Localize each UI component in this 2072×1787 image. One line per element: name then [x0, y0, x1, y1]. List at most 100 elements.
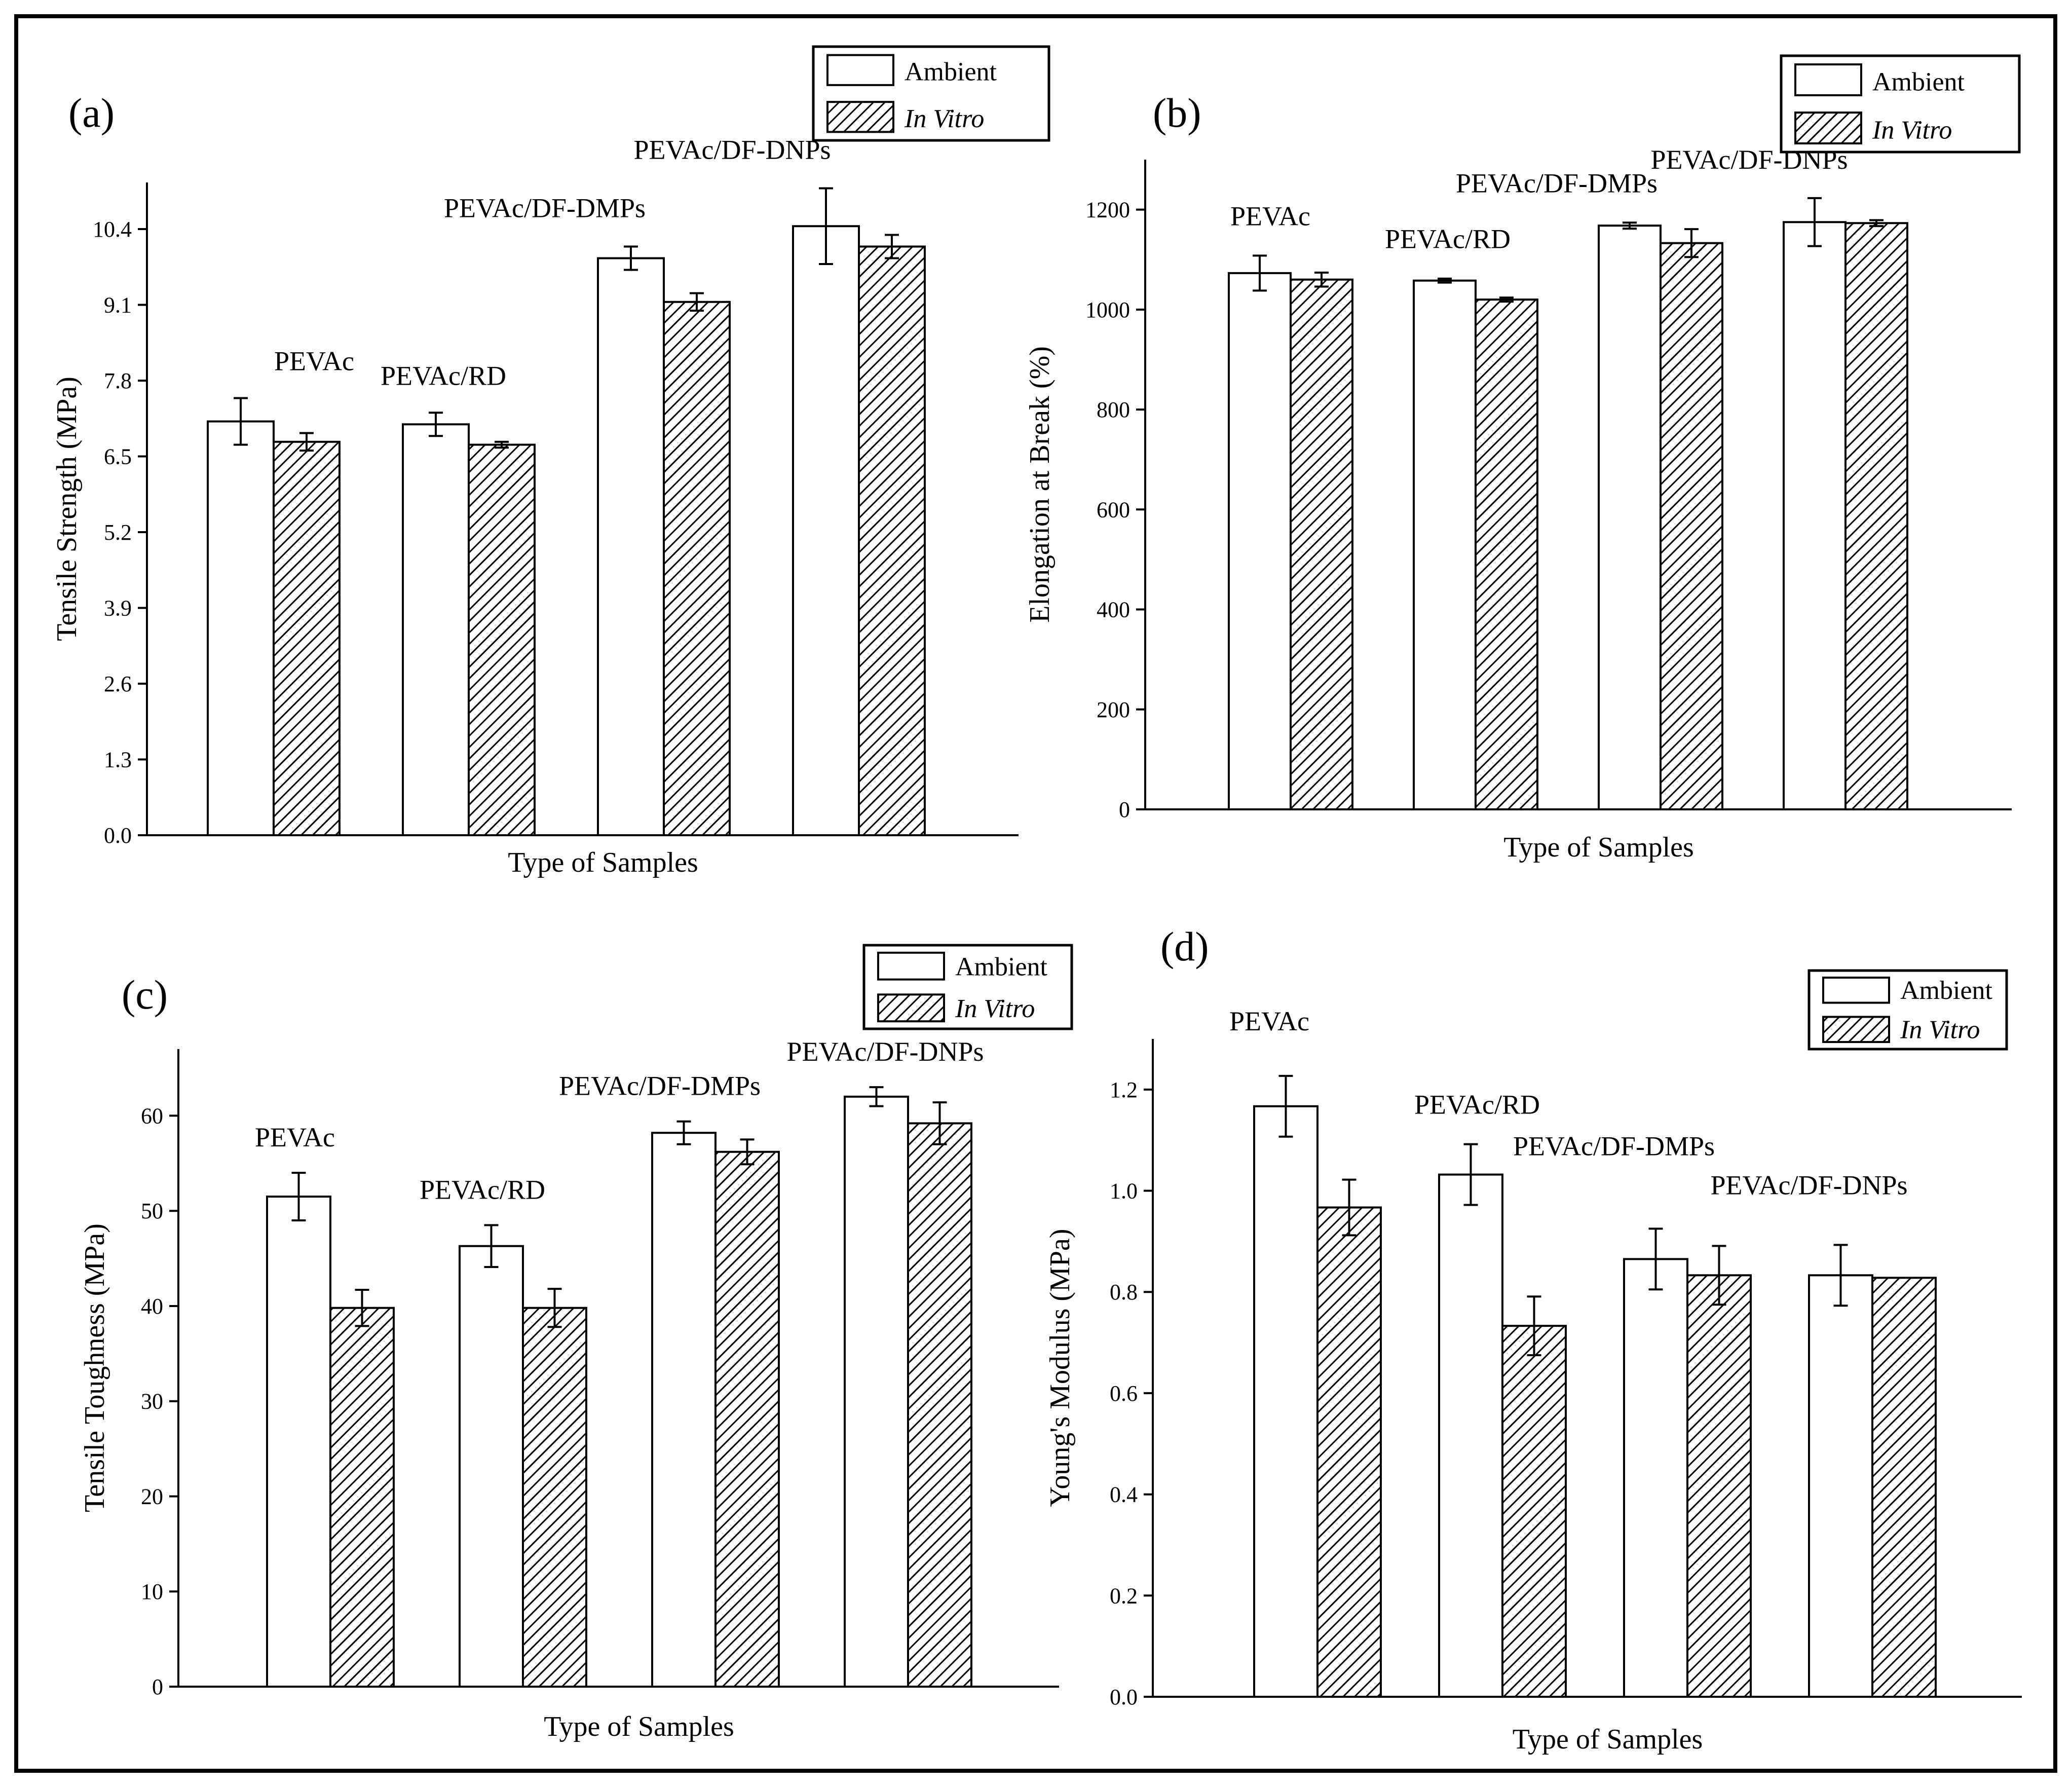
legend-label-in-vitro: In Vitro: [1872, 116, 1952, 144]
y-tick-label: 2.6: [104, 672, 132, 696]
category-label: PEVAc/DF-DMPs: [559, 1071, 761, 1101]
y-tick-label: 1200: [1085, 198, 1130, 222]
x-axis-title: Type of Samples: [508, 847, 698, 878]
y-tick-label: 3.9: [104, 596, 132, 621]
y-axis-title: Young's Modulus (MPa): [1044, 1229, 1076, 1507]
y-tick-label: 60: [141, 1103, 163, 1128]
y-tick-label: 10: [141, 1579, 163, 1604]
legend-label-ambient: Ambient: [905, 58, 997, 87]
bar-in-vitro: [858, 245, 926, 836]
x-axis-title: Type of Samples: [544, 1711, 734, 1742]
y-tick-label: 600: [1097, 497, 1130, 522]
bar-in-vitro: [1686, 1274, 1752, 1698]
y-tick-label: 1.3: [104, 748, 132, 772]
legend-swatch-ambient: [1794, 63, 1862, 96]
bar-in-vitro: [663, 301, 731, 836]
bar-in-vitro: [714, 1150, 780, 1688]
bar-ambient: [1598, 225, 1662, 810]
y-axis-title: Tensile Strength (MPa): [51, 377, 83, 641]
y-tick-label: 1.0: [1110, 1179, 1138, 1204]
legend-label-in-vitro: In Vitro: [904, 104, 984, 133]
bar-ambient: [844, 1095, 909, 1688]
y-tick-label: 7.8: [104, 368, 132, 393]
bar-ambient: [597, 257, 665, 836]
y-tick-label: 30: [141, 1389, 163, 1414]
legend-swatch-ambient: [877, 951, 945, 981]
category-label: PEVAc/RD: [381, 360, 506, 391]
bar-in-vitro: [273, 440, 341, 836]
category-label: PEVAc: [1230, 201, 1310, 231]
category-label: PEVAc/DF-DNPs: [786, 1036, 984, 1067]
y-tick-label: 0.0: [104, 823, 132, 848]
legend-label-in-vitro: In Vitro: [1900, 1015, 1980, 1044]
category-label: PEVAc/RD: [420, 1174, 545, 1205]
legend-label-in-vitro: In Vitro: [955, 994, 1035, 1023]
bar-in-vitro: [468, 443, 536, 836]
bar-ambient: [792, 225, 860, 836]
y-tick-label: 20: [141, 1484, 163, 1509]
bar-ambient: [1253, 1105, 1318, 1698]
panel-label: (b): [1153, 90, 1201, 136]
y-tick-label: 10.4: [93, 217, 132, 242]
y-tick-label: 1000: [1085, 297, 1130, 322]
bar-in-vitro: [522, 1307, 587, 1688]
bar-ambient: [651, 1132, 717, 1688]
chart-panel-3: (c) 0 10 20 30 40 50 60 Tensile Toughness (MPa) T…: [79, 944, 1073, 1742]
chart-panel-4: (d) 0.0 0.2 0.4 0.6 0.8 1.0 1.2 Young's Modulus …: [1044, 923, 2022, 1755]
bar-in-vitro: [1871, 1277, 1937, 1698]
y-tick-label: 400: [1097, 598, 1130, 622]
y-axis-title: Elongation at Break (%): [1024, 346, 1056, 623]
legend-label-ambient: Ambient: [1900, 976, 1993, 1005]
legend-swatch-ambient: [826, 54, 894, 86]
y-tick-label: 800: [1097, 397, 1130, 422]
y-tick-label: 40: [141, 1294, 163, 1319]
bar-in-vitro: [1475, 299, 1538, 810]
y-tick-label: 5.2: [104, 520, 132, 545]
legend-label-ambient: Ambient: [1872, 67, 1965, 96]
category-label: PEVAc: [274, 346, 354, 377]
bar-in-vitro: [907, 1122, 972, 1688]
bar-in-vitro: [1501, 1325, 1567, 1698]
bar-ambient: [1783, 221, 1847, 810]
bar-ambient: [207, 420, 275, 836]
y-tick-label: 0.8: [1110, 1280, 1138, 1305]
category-label: PEVAc/RD: [1414, 1090, 1540, 1120]
legend-swatch-in-vitro: [877, 993, 945, 1023]
legend-swatch-in-vitro: [1794, 111, 1862, 144]
y-tick-label: 1.2: [1110, 1077, 1138, 1102]
legend-swatch-in-vitro: [1822, 1016, 1890, 1044]
legend-label-ambient: Ambient: [955, 952, 1048, 981]
category-label: PEVAc/DF-DMPs: [1513, 1131, 1715, 1161]
bar-ambient: [1808, 1274, 1873, 1698]
y-tick-label: 0.2: [1110, 1583, 1138, 1608]
bar-ambient: [459, 1245, 524, 1688]
category-label: PEVAc: [255, 1122, 335, 1152]
bar-in-vitro: [1316, 1206, 1382, 1698]
bar-ambient: [1623, 1258, 1688, 1698]
y-tick-label: 0: [1119, 797, 1130, 822]
bar-ambient: [402, 423, 470, 836]
panel-label: (d): [1160, 923, 1209, 970]
category-label: PEVAc/DF-DNPs: [633, 135, 831, 165]
bar-ambient: [1228, 272, 1292, 810]
bar-in-vitro: [1290, 278, 1353, 811]
legend-swatch-in-vitro: [826, 101, 894, 133]
category-label: PEVAc: [1229, 1006, 1309, 1036]
category-label: PEVAc/RD: [1385, 224, 1511, 254]
y-tick-label: 9.1: [104, 293, 132, 318]
legend-swatch-ambient: [1822, 976, 1890, 1004]
bar-ambient: [1438, 1173, 1503, 1698]
y-tick-label: 0.0: [1110, 1685, 1138, 1709]
bar-ambient: [1413, 279, 1477, 811]
category-label: PEVAc/DF-DNPs: [1710, 1170, 1907, 1200]
y-tick-label: 0: [152, 1674, 163, 1699]
bar-in-vitro: [1844, 222, 1908, 810]
bar-in-vitro: [1660, 242, 1723, 810]
bar-in-vitro: [329, 1307, 395, 1688]
x-axis-title: Type of Samples: [1503, 832, 1694, 863]
panels-group: (a) 0.0 1.3 2.6 3.9 5.2 6.5 7.8 9.1 10.4 Tensile S…: [51, 45, 2022, 1755]
y-tick-label: 0.4: [1110, 1482, 1138, 1507]
panel-label: (c): [122, 972, 168, 1018]
y-axis-title: Tensile Toughness (MPa): [79, 1223, 110, 1512]
